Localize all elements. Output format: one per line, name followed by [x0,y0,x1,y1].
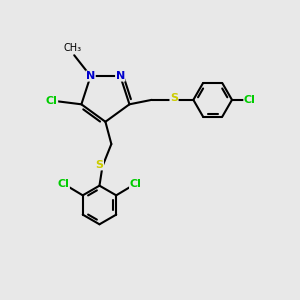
Text: Cl: Cl [58,179,69,189]
Text: CH₃: CH₃ [64,43,82,53]
Text: N: N [86,71,95,81]
Text: Cl: Cl [130,179,142,189]
Text: N: N [116,71,125,81]
Text: Cl: Cl [46,96,58,106]
Text: S: S [170,93,178,103]
Text: Cl: Cl [244,95,256,105]
Text: S: S [95,160,104,170]
